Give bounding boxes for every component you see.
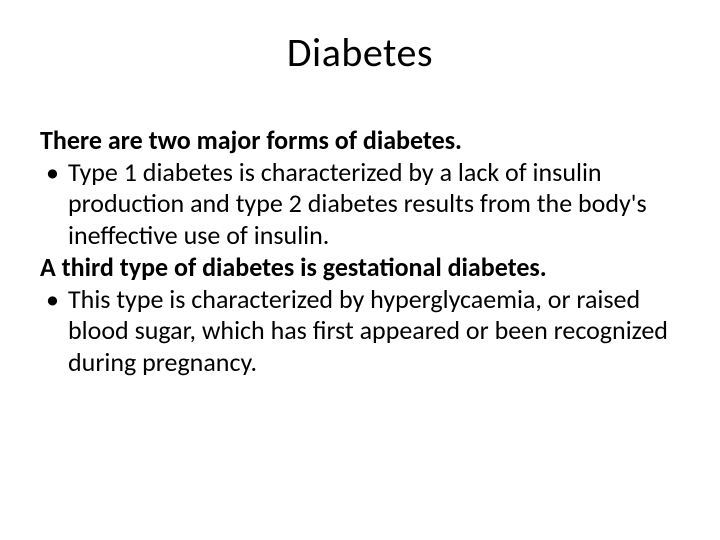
bullet-list-2: This type is characterized by hyperglyca… xyxy=(40,284,680,379)
bullet-gestational: This type is characterized by hyperglyca… xyxy=(40,284,680,379)
bullet-type1-type2: Type 1 diabetes is characterized by a la… xyxy=(40,157,680,252)
bullet-list-1: Type 1 diabetes is characterized by a la… xyxy=(40,157,680,252)
slide-title: Diabetes xyxy=(40,28,680,77)
slide-content: There are two major forms of diabetes. T… xyxy=(40,125,680,379)
slide-container: Diabetes There are two major forms of di… xyxy=(0,0,720,540)
heading-major-forms: There are two major forms of diabetes. xyxy=(40,125,680,157)
heading-gestational: A third type of diabetes is gestational … xyxy=(40,252,680,284)
